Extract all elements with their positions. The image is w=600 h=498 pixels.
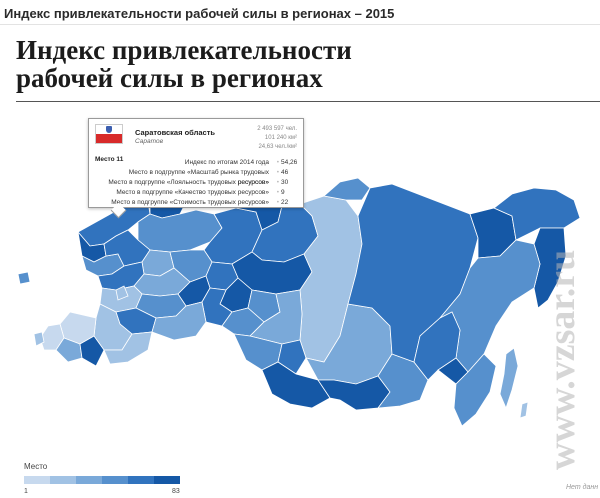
legend-step bbox=[50, 476, 76, 484]
legend-step bbox=[102, 476, 128, 484]
tooltip-rows: Индекс по итогам 2014 года • 54,26 Место в… bbox=[97, 158, 297, 208]
page-header: Индекс привлекательности рабочей силы в … bbox=[0, 0, 600, 22]
tooltip-row: Место в подгруппе «Лояльность трудовых р… bbox=[108, 179, 289, 186]
region-kurils[interactable] bbox=[519, 401, 529, 419]
tooltip-row: Место в подгруппе «Масштаб рынка трудовы… bbox=[128, 169, 289, 186]
watermark-text: www.vzsar.ru bbox=[541, 250, 583, 470]
map-title-line2: рабочей силы в регионах bbox=[16, 63, 323, 93]
region-buryatia[interactable] bbox=[317, 375, 391, 411]
region-population: 2 493 597 чел. bbox=[257, 126, 297, 132]
title-divider bbox=[16, 101, 600, 102]
map-title: Индекс привлекательности рабочей силы в … bbox=[16, 36, 352, 92]
region-place: Место 11 bbox=[95, 156, 124, 163]
legend-title: Место bbox=[24, 462, 48, 471]
legend-max: 83 bbox=[172, 488, 180, 495]
tooltip-row: Место в подгруппе «Качество трудовых рес… bbox=[116, 189, 285, 196]
map-title-line1: Индекс привлекательности bbox=[16, 35, 352, 65]
region-kaliningrad[interactable] bbox=[17, 271, 31, 285]
tooltip-row: Индекс по итогам 2014 года • 54,26 bbox=[184, 159, 298, 166]
region-kemerovo[interactable] bbox=[277, 339, 307, 375]
header-divider bbox=[0, 24, 600, 25]
legend-step bbox=[128, 476, 154, 484]
region-name: Саратовская область bbox=[135, 128, 215, 137]
legend-step bbox=[76, 476, 102, 484]
region-stats: 2 493 597 чел. 101 240 км² 24,63 чел./км… bbox=[257, 125, 297, 152]
region-bashkortostan[interactable] bbox=[201, 287, 233, 327]
region-lipetsk[interactable] bbox=[115, 285, 129, 301]
region-dagestan[interactable] bbox=[79, 335, 105, 367]
legend-scale bbox=[24, 476, 180, 484]
legend-step bbox=[24, 476, 50, 484]
region-area: 101 240 км² bbox=[264, 135, 297, 141]
legend-step bbox=[154, 476, 180, 484]
region-orenburg[interactable] bbox=[151, 301, 207, 341]
region-astrakhan[interactable] bbox=[103, 331, 153, 365]
region-crimea[interactable] bbox=[33, 331, 45, 347]
page-header-title: Индекс привлекательности рабочей силы в … bbox=[4, 6, 395, 21]
watermark: www.vzsar.ru bbox=[541, 250, 583, 470]
region-chukotka[interactable] bbox=[493, 187, 581, 241]
region-tooltip: Саратовская область Саратов 2 493 597 че… bbox=[88, 118, 304, 208]
tooltip-row: Место в подгруппе «Стоимость трудовых ре… bbox=[111, 199, 289, 206]
russia-regions-map bbox=[17, 177, 581, 427]
region-primorye[interactable] bbox=[453, 353, 497, 427]
region-sakhalin[interactable] bbox=[499, 347, 519, 410]
region-flag bbox=[95, 124, 123, 144]
no-data-label: Нет данн bbox=[566, 484, 599, 491]
region-capital: Саратов bbox=[135, 138, 163, 145]
region-north-caucasus-1[interactable] bbox=[55, 337, 83, 363]
region-density: 24,63 чел./км² bbox=[258, 144, 297, 150]
legend-min: 1 bbox=[24, 488, 28, 495]
region-taymyr-north[interactable] bbox=[323, 177, 371, 201]
flag-emblem-icon bbox=[106, 126, 112, 133]
